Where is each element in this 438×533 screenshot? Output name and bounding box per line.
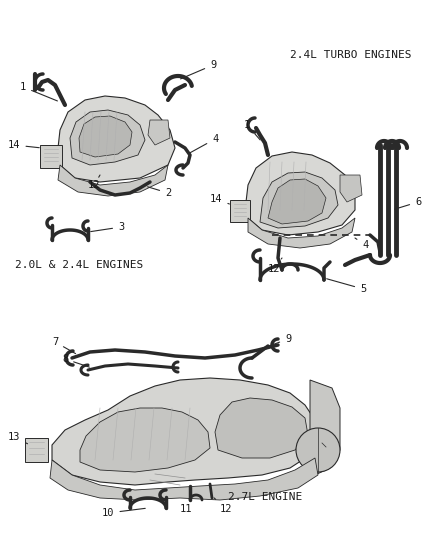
Text: 4: 4 (188, 134, 218, 154)
Polygon shape (70, 110, 145, 165)
Text: 2.7L ENGINE: 2.7L ENGINE (228, 492, 302, 502)
Text: 11: 11 (180, 498, 192, 514)
Polygon shape (50, 458, 318, 500)
Text: 9: 9 (261, 334, 291, 349)
Text: 9: 9 (180, 60, 216, 79)
Polygon shape (268, 179, 326, 224)
Polygon shape (79, 116, 132, 157)
Polygon shape (246, 152, 355, 235)
Text: 12: 12 (214, 498, 233, 514)
Polygon shape (310, 380, 340, 475)
Text: 6: 6 (395, 197, 421, 209)
Text: 8: 8 (62, 354, 89, 367)
Polygon shape (80, 408, 210, 472)
Polygon shape (340, 175, 362, 202)
Polygon shape (58, 96, 175, 182)
Text: 3: 3 (91, 222, 124, 232)
Polygon shape (260, 172, 338, 228)
Polygon shape (215, 398, 308, 458)
Text: 2.4L TURBO ENGINES: 2.4L TURBO ENGINES (290, 50, 411, 60)
Text: 5: 5 (327, 279, 366, 294)
Polygon shape (52, 378, 318, 485)
Polygon shape (148, 120, 170, 145)
Text: 4: 4 (355, 238, 368, 250)
Text: 10: 10 (102, 508, 145, 518)
Text: 7: 7 (52, 337, 76, 353)
Text: 14: 14 (8, 140, 39, 150)
Polygon shape (58, 165, 168, 196)
Polygon shape (248, 218, 355, 248)
Text: 2.0L & 2.4L ENGINES: 2.0L & 2.4L ENGINES (15, 260, 143, 270)
Polygon shape (230, 200, 250, 222)
Circle shape (296, 428, 340, 472)
Text: 14: 14 (210, 194, 230, 204)
Text: 1: 1 (20, 82, 57, 101)
Text: 1: 1 (244, 120, 260, 140)
Text: 2: 2 (148, 187, 171, 198)
Text: 12: 12 (268, 258, 282, 274)
Polygon shape (25, 438, 48, 462)
Text: 12: 12 (88, 175, 100, 190)
Text: 13: 13 (8, 432, 28, 444)
Polygon shape (40, 145, 62, 168)
